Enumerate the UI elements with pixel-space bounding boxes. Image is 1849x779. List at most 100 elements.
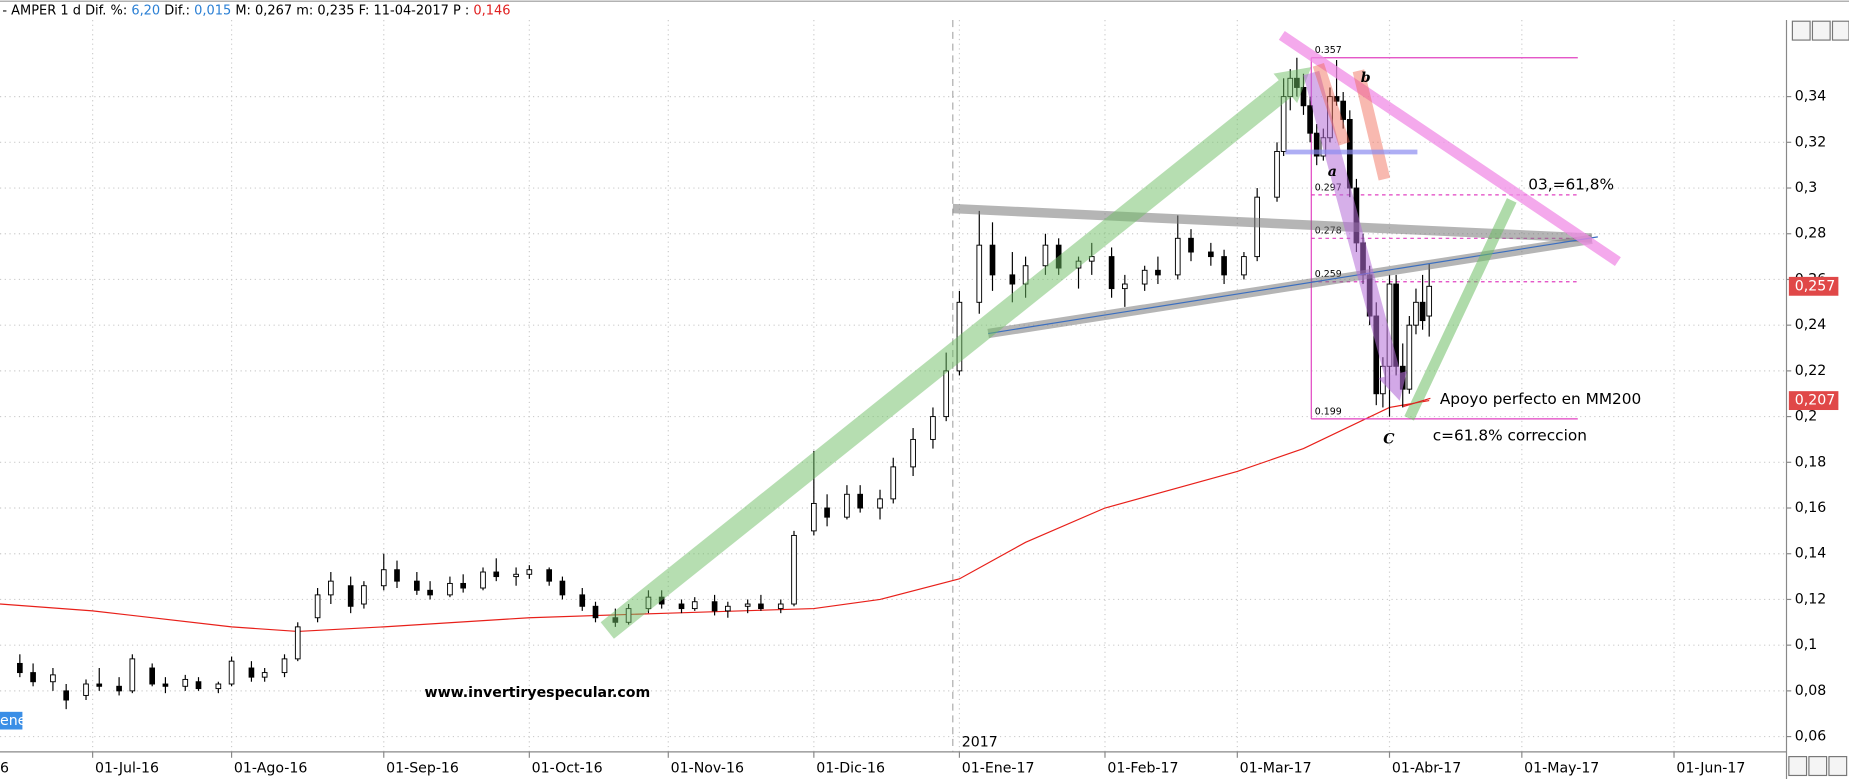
x-tick-label: 01-Nov-16 [671,760,744,776]
candle-body [1141,269,1148,285]
candle-body [50,674,56,683]
arrow-head [1273,67,1312,104]
field-label: P : [453,3,469,18]
candle-body [215,683,222,690]
watermark: www.invertiryespecular.com [425,685,651,701]
y-tick-label: 0,3 [1795,180,1817,196]
candle-body [857,493,863,509]
x-tick-label: 01-Oct-16 [532,760,603,776]
y-tick-label: 0,14 [1795,546,1826,562]
wave-label: b [1361,70,1371,86]
fib-label: 0.357 [1315,45,1342,56]
grid-layer [0,20,1787,752]
annotation: c=61.8% correccion [1433,427,1587,445]
arrow [1352,69,1391,181]
x-tick-label: 01-Mar-17 [1240,760,1312,776]
header-symbol: AMPER [11,3,56,18]
fib-label: 0.199 [1315,406,1342,417]
candle-body [1413,301,1419,326]
y-tick-label: 0,12 [1795,591,1826,607]
candle-body [691,601,698,610]
x-tick-label: 01-Ago-16 [234,760,307,776]
candle-body [1274,150,1280,198]
candle-body [1419,301,1426,322]
candle-body [30,672,36,683]
tool-button[interactable] [1828,756,1848,777]
year-label: 2017 [962,734,998,750]
tool-button[interactable] [1811,20,1831,41]
candle-body [1406,324,1413,390]
wave-label: C [1383,432,1395,448]
candle-body [63,690,69,701]
candle-body [361,585,367,605]
tool-button[interactable] [1831,20,1849,41]
candle-body [1426,285,1433,317]
candle-body [791,534,797,605]
candle-body [1313,132,1320,157]
candle-body [83,683,89,696]
field-label: M: [235,3,251,18]
candle-body [447,582,453,596]
candle-body [427,589,433,596]
candle-body [1307,105,1313,134]
y-tick-label: 0,16 [1795,500,1826,516]
x-tick-fragment: 6 [0,760,9,776]
price-tag [1788,276,1839,296]
candle-body [976,244,983,303]
y-tick-label: 0,34 [1795,89,1826,105]
candle-body [1188,237,1194,253]
candle-body [592,605,599,619]
candle-body [579,594,586,607]
candle-body [844,493,850,518]
header-interval: 1 d [60,3,81,18]
candle-body [261,672,268,678]
candle-body [678,603,685,610]
candle-body [1155,269,1161,276]
candle-body [460,582,466,589]
price-tag-label: 0,257 [1795,278,1835,294]
arrow [1312,62,1350,146]
x-tick-label: 01-May-17 [1524,760,1599,776]
candle-body [1108,256,1115,290]
fib-label: 0.259 [1315,269,1342,280]
candle-body [195,681,202,690]
y-tick-label: 0,28 [1795,226,1826,242]
header-prefix: - [2,3,7,18]
candle-body [824,507,830,518]
x-tick-label: 01-Feb-17 [1107,760,1178,776]
fib-label: 0.278 [1315,226,1342,237]
field-value: 0,235 [317,3,354,18]
candle-body [1333,96,1340,102]
x-tick-label: 01-Jun-17 [1676,760,1745,776]
candle-body [328,580,334,596]
candle-body [711,601,718,612]
label-fragment-box [0,711,23,730]
candle-body [1280,96,1287,152]
candle-body [294,626,301,660]
candle-body [394,569,400,582]
candle-body [480,571,486,589]
toolbar[interactable] [1788,20,1849,777]
arrow [1404,198,1517,421]
tool-button[interactable] [1791,20,1811,41]
candle-body [129,658,136,692]
candle-body [890,466,897,500]
tool-button[interactable] [1788,756,1808,777]
y-tick-label: 0,08 [1795,683,1826,699]
candle-body [281,658,288,674]
wave-label: a [1328,164,1337,180]
candle-body [414,580,420,591]
candle-body [930,416,936,440]
drawings: 03,=61,8% Apoyo perfecto en MM200 c=61.8… [425,30,1641,701]
field-label: Dif. %: [85,3,127,18]
field-value: 0,267 [255,3,292,18]
trendline [988,236,1598,335]
candle-body [228,660,235,685]
tool-button[interactable] [1808,756,1828,777]
candle-body [910,438,916,468]
field-value: 6,20 [131,3,160,18]
y-tick-label: 0,24 [1795,317,1826,333]
candle-body [526,569,533,575]
